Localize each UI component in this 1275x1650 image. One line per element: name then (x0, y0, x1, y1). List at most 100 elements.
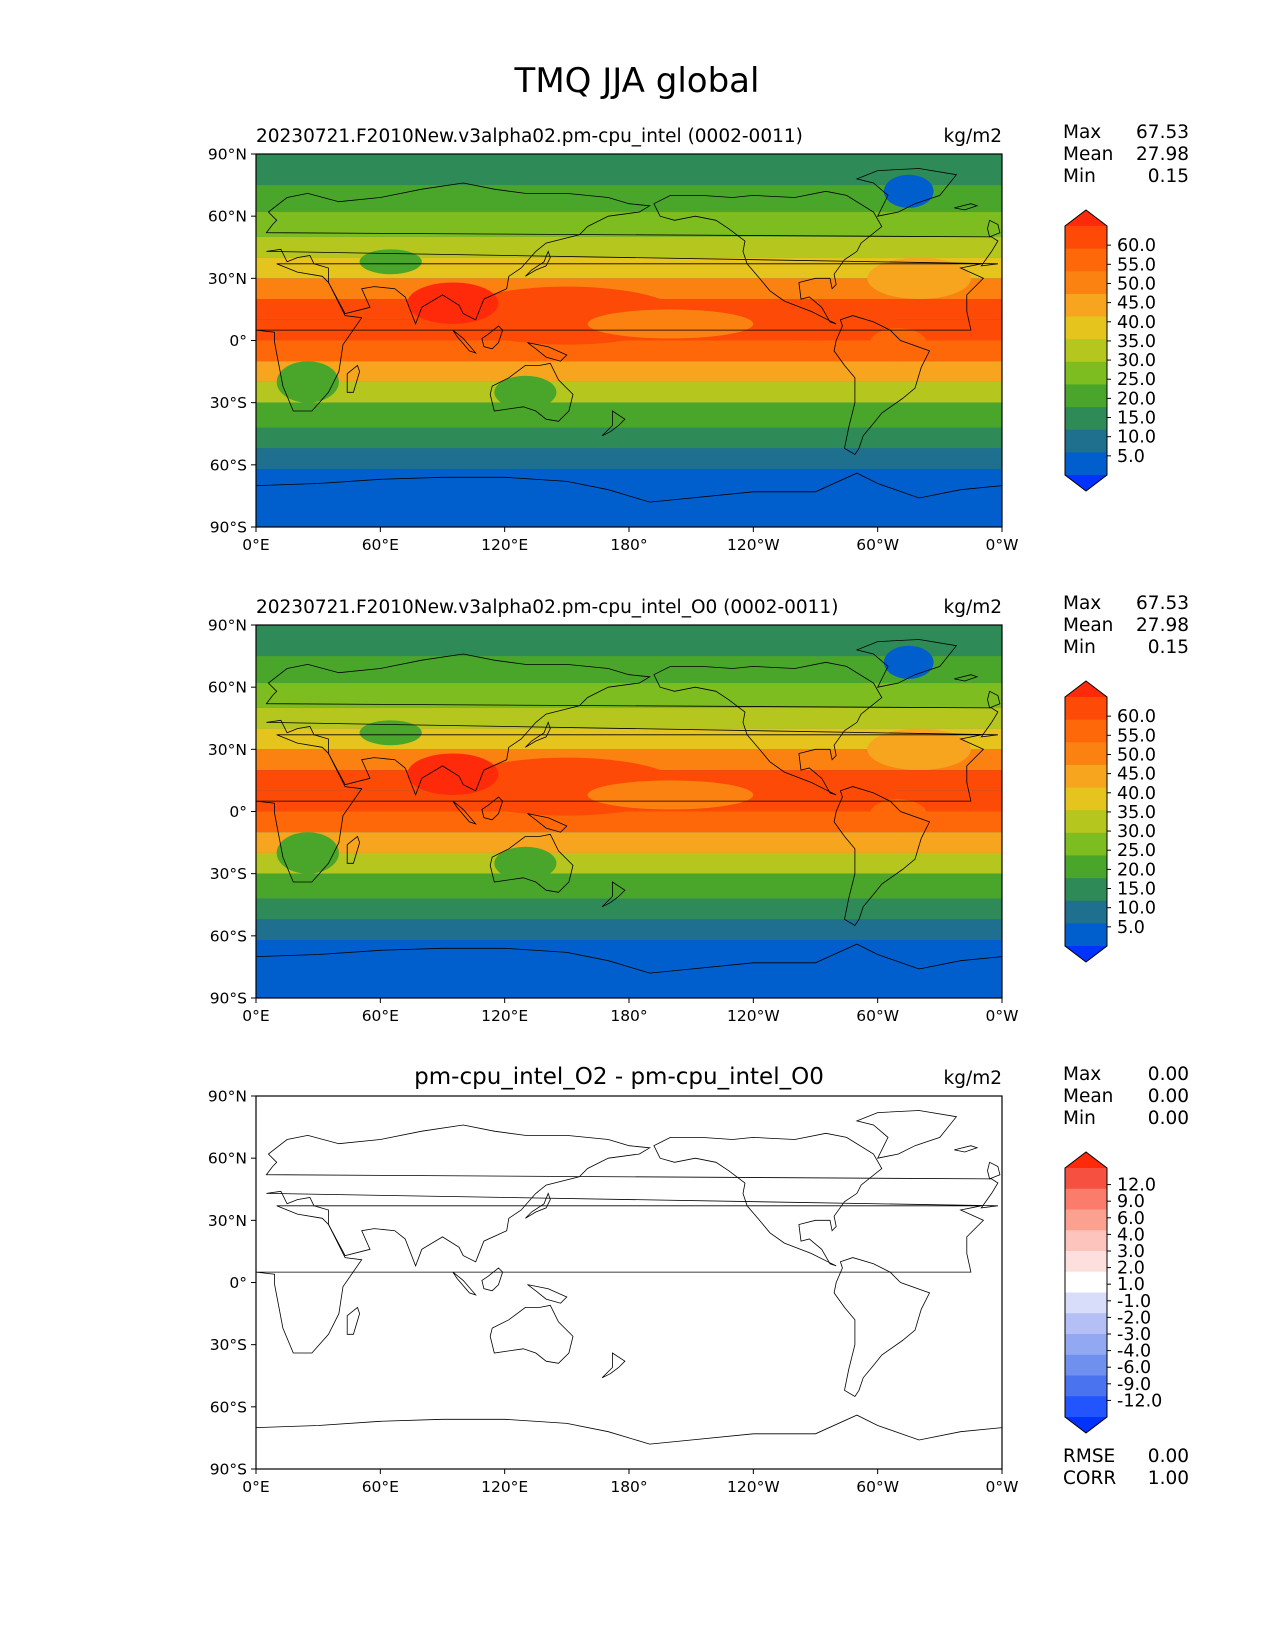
x-tick-label: 60°W (856, 1478, 899, 1496)
stat-label: Mean (1063, 144, 1113, 165)
x-tick-label: 0°E (242, 1478, 269, 1496)
stat-value: 67.53 (1136, 593, 1189, 614)
extra-stat-value: 1.00 (1148, 1468, 1189, 1489)
stat-value: 67.53 (1136, 122, 1189, 143)
coastline (452, 1271, 477, 1296)
colorbar-label: 3.0 (1117, 1242, 1145, 1262)
y-tick-label: 0° (229, 803, 247, 821)
stat-value: 0.00 (1148, 1108, 1189, 1129)
field-band (256, 852, 1002, 874)
x-tick-label: 120°E (481, 1007, 528, 1025)
colorbar-label: 40.0 (1117, 784, 1156, 804)
colorbar-segment (1065, 832, 1107, 856)
x-tick-label: 0°E (242, 536, 269, 554)
coastline (527, 342, 568, 362)
field-anomaly (869, 328, 928, 362)
x-tick-label: 60°E (362, 1007, 399, 1025)
field-band (256, 340, 1002, 362)
y-tick-label: 30°N (208, 1212, 247, 1230)
colorbar-extend-min (1065, 946, 1107, 962)
colorbar-label: 15.0 (1117, 409, 1156, 429)
field-band (256, 381, 1002, 403)
field-anomaly (276, 832, 339, 874)
colorbar-label: 45.0 (1117, 294, 1156, 314)
coastline (525, 1192, 551, 1219)
coastline (489, 1304, 574, 1364)
y-tick-label: 90°S (210, 990, 247, 1008)
field-band (256, 236, 1002, 258)
colorbar-segment (1065, 697, 1107, 721)
x-tick-label: 0°E (242, 1007, 269, 1025)
x-tick-label: 0°W (986, 1007, 1019, 1025)
coastline (987, 219, 1001, 238)
colorbar-label: 55.0 (1117, 726, 1156, 746)
colorbar-label: 25.0 (1117, 841, 1156, 861)
colorbar-extend-max (1065, 681, 1107, 697)
colorbar-segment (1065, 855, 1107, 879)
colorbar-segment (1065, 787, 1107, 811)
colorbar-segment (1065, 1354, 1107, 1376)
colorbar-extend-max (1065, 1152, 1107, 1168)
y-tick-label: 30°S (210, 865, 247, 883)
colorbar-label: 15.0 (1117, 880, 1156, 900)
colorbar-label: 40.0 (1117, 313, 1156, 333)
colorbar-label: 20.0 (1117, 860, 1156, 880)
colorbar-extend-min (1065, 1417, 1107, 1433)
coastline (256, 472, 1002, 527)
colorbar-label: -9.0 (1117, 1375, 1151, 1395)
field-anomaly (732, 307, 899, 341)
field-band (256, 427, 1002, 449)
colorbar-outline (1064, 209, 1108, 492)
colorbar-segment (1065, 1230, 1107, 1252)
colorbar: 60.055.050.045.040.035.030.025.020.015.0… (1064, 209, 1156, 492)
coastline (481, 796, 504, 821)
field-band (256, 919, 1002, 940)
field-anomaly (494, 846, 557, 880)
panel-title: 20230721.F2010New.v3alpha02.pm-cpu_intel… (256, 597, 838, 618)
map-panel-3: pm-cpu_intel_O2 - pm-cpu_intel_O0 kg/m2 0°… (208, 1064, 1189, 1496)
coastline (855, 168, 958, 217)
colorbar-segment (1065, 878, 1107, 902)
field-anomaly (883, 174, 934, 208)
colorbar-label: 5.0 (1117, 447, 1145, 467)
coastline (653, 1132, 883, 1267)
field-band (256, 873, 1002, 899)
coastline (452, 329, 477, 354)
colorbar-segment (1065, 226, 1107, 250)
map-area (256, 1096, 1002, 1469)
colorbar-segment (1065, 1271, 1107, 1293)
y-tick-label: 90°S (210, 1461, 247, 1479)
colorbar-label: 30.0 (1117, 822, 1156, 842)
coastline (833, 1257, 931, 1398)
y-tick-label: 0° (229, 1274, 247, 1292)
colorbar-label: 6.0 (1117, 1209, 1145, 1229)
coastline (346, 835, 361, 864)
field-anomaly (359, 249, 422, 275)
field-anomaly (587, 780, 754, 810)
stat-label: Mean (1063, 1086, 1113, 1107)
colorbar-segment (1065, 1334, 1107, 1356)
colorbar-extend-min (1065, 475, 1107, 491)
x-tick-label: 60°W (856, 536, 899, 554)
stat-value: 0.00 (1148, 1086, 1189, 1107)
coastline (653, 661, 883, 796)
panel-title: pm-cpu_intel_O2 - pm-cpu_intel_O0 (414, 1064, 824, 1090)
stat-label: Min (1063, 637, 1096, 658)
colorbar-label: 1.0 (1117, 1275, 1145, 1295)
colorbar-label: -4.0 (1117, 1342, 1151, 1362)
coastline (601, 881, 626, 908)
colorbar-segment (1065, 1188, 1107, 1210)
colorbar-label: 60.0 (1117, 707, 1156, 727)
stat-value: 27.98 (1136, 144, 1189, 165)
coastline (527, 813, 568, 833)
field-band (256, 898, 1002, 920)
figure-title: TMQ JJA global (514, 61, 760, 101)
map-area (256, 154, 1002, 527)
y-tick-label: 60°S (210, 1398, 247, 1416)
panel-units: kg/m2 (944, 597, 1002, 618)
coastline (256, 1205, 985, 1354)
stat-label: Max (1063, 122, 1101, 143)
y-tick-label: 60°S (210, 927, 247, 945)
colorbar-segment (1065, 719, 1107, 743)
panel-units: kg/m2 (944, 126, 1002, 147)
